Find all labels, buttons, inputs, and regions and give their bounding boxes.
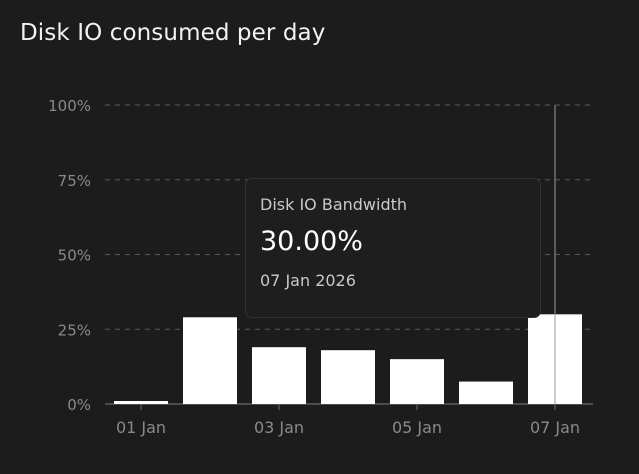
bars[interactable] — [114, 314, 582, 404]
bar-02-jan[interactable] — [183, 317, 237, 404]
bar-03-jan[interactable] — [252, 347, 306, 404]
y-tick-label: 100% — [48, 97, 91, 115]
x-tick-label: 01 Jan — [116, 418, 166, 437]
x-axis-ticks: 01 Jan 03 Jan 05 Jan 07 Jan — [116, 404, 580, 437]
bar-01-jan[interactable] — [114, 401, 168, 404]
bar-04-jan[interactable] — [321, 350, 375, 404]
x-tick-label: 05 Jan — [392, 418, 442, 437]
y-tick-label: 50% — [58, 247, 91, 265]
chart-tooltip: Disk IO Bandwidth 30.00% 07 Jan 2026 — [245, 178, 541, 318]
bar-06-jan[interactable] — [459, 381, 513, 404]
tooltip-value: 30.00% — [260, 226, 363, 257]
bar-05-jan[interactable] — [390, 359, 444, 404]
y-tick-label: 75% — [58, 172, 91, 190]
y-tick-label: 25% — [58, 321, 91, 339]
y-tick-label: 0% — [67, 396, 91, 414]
x-tick-label: 07 Jan — [530, 418, 580, 437]
chart-title: Disk IO consumed per day — [20, 20, 326, 46]
tooltip-series-name: Disk IO Bandwidth — [260, 195, 408, 214]
tooltip-date: 07 Jan 2026 — [260, 271, 356, 290]
x-tick-label: 03 Jan — [254, 418, 304, 437]
y-axis-ticks: 0% 25% 50% 75% 100% — [48, 97, 91, 414]
